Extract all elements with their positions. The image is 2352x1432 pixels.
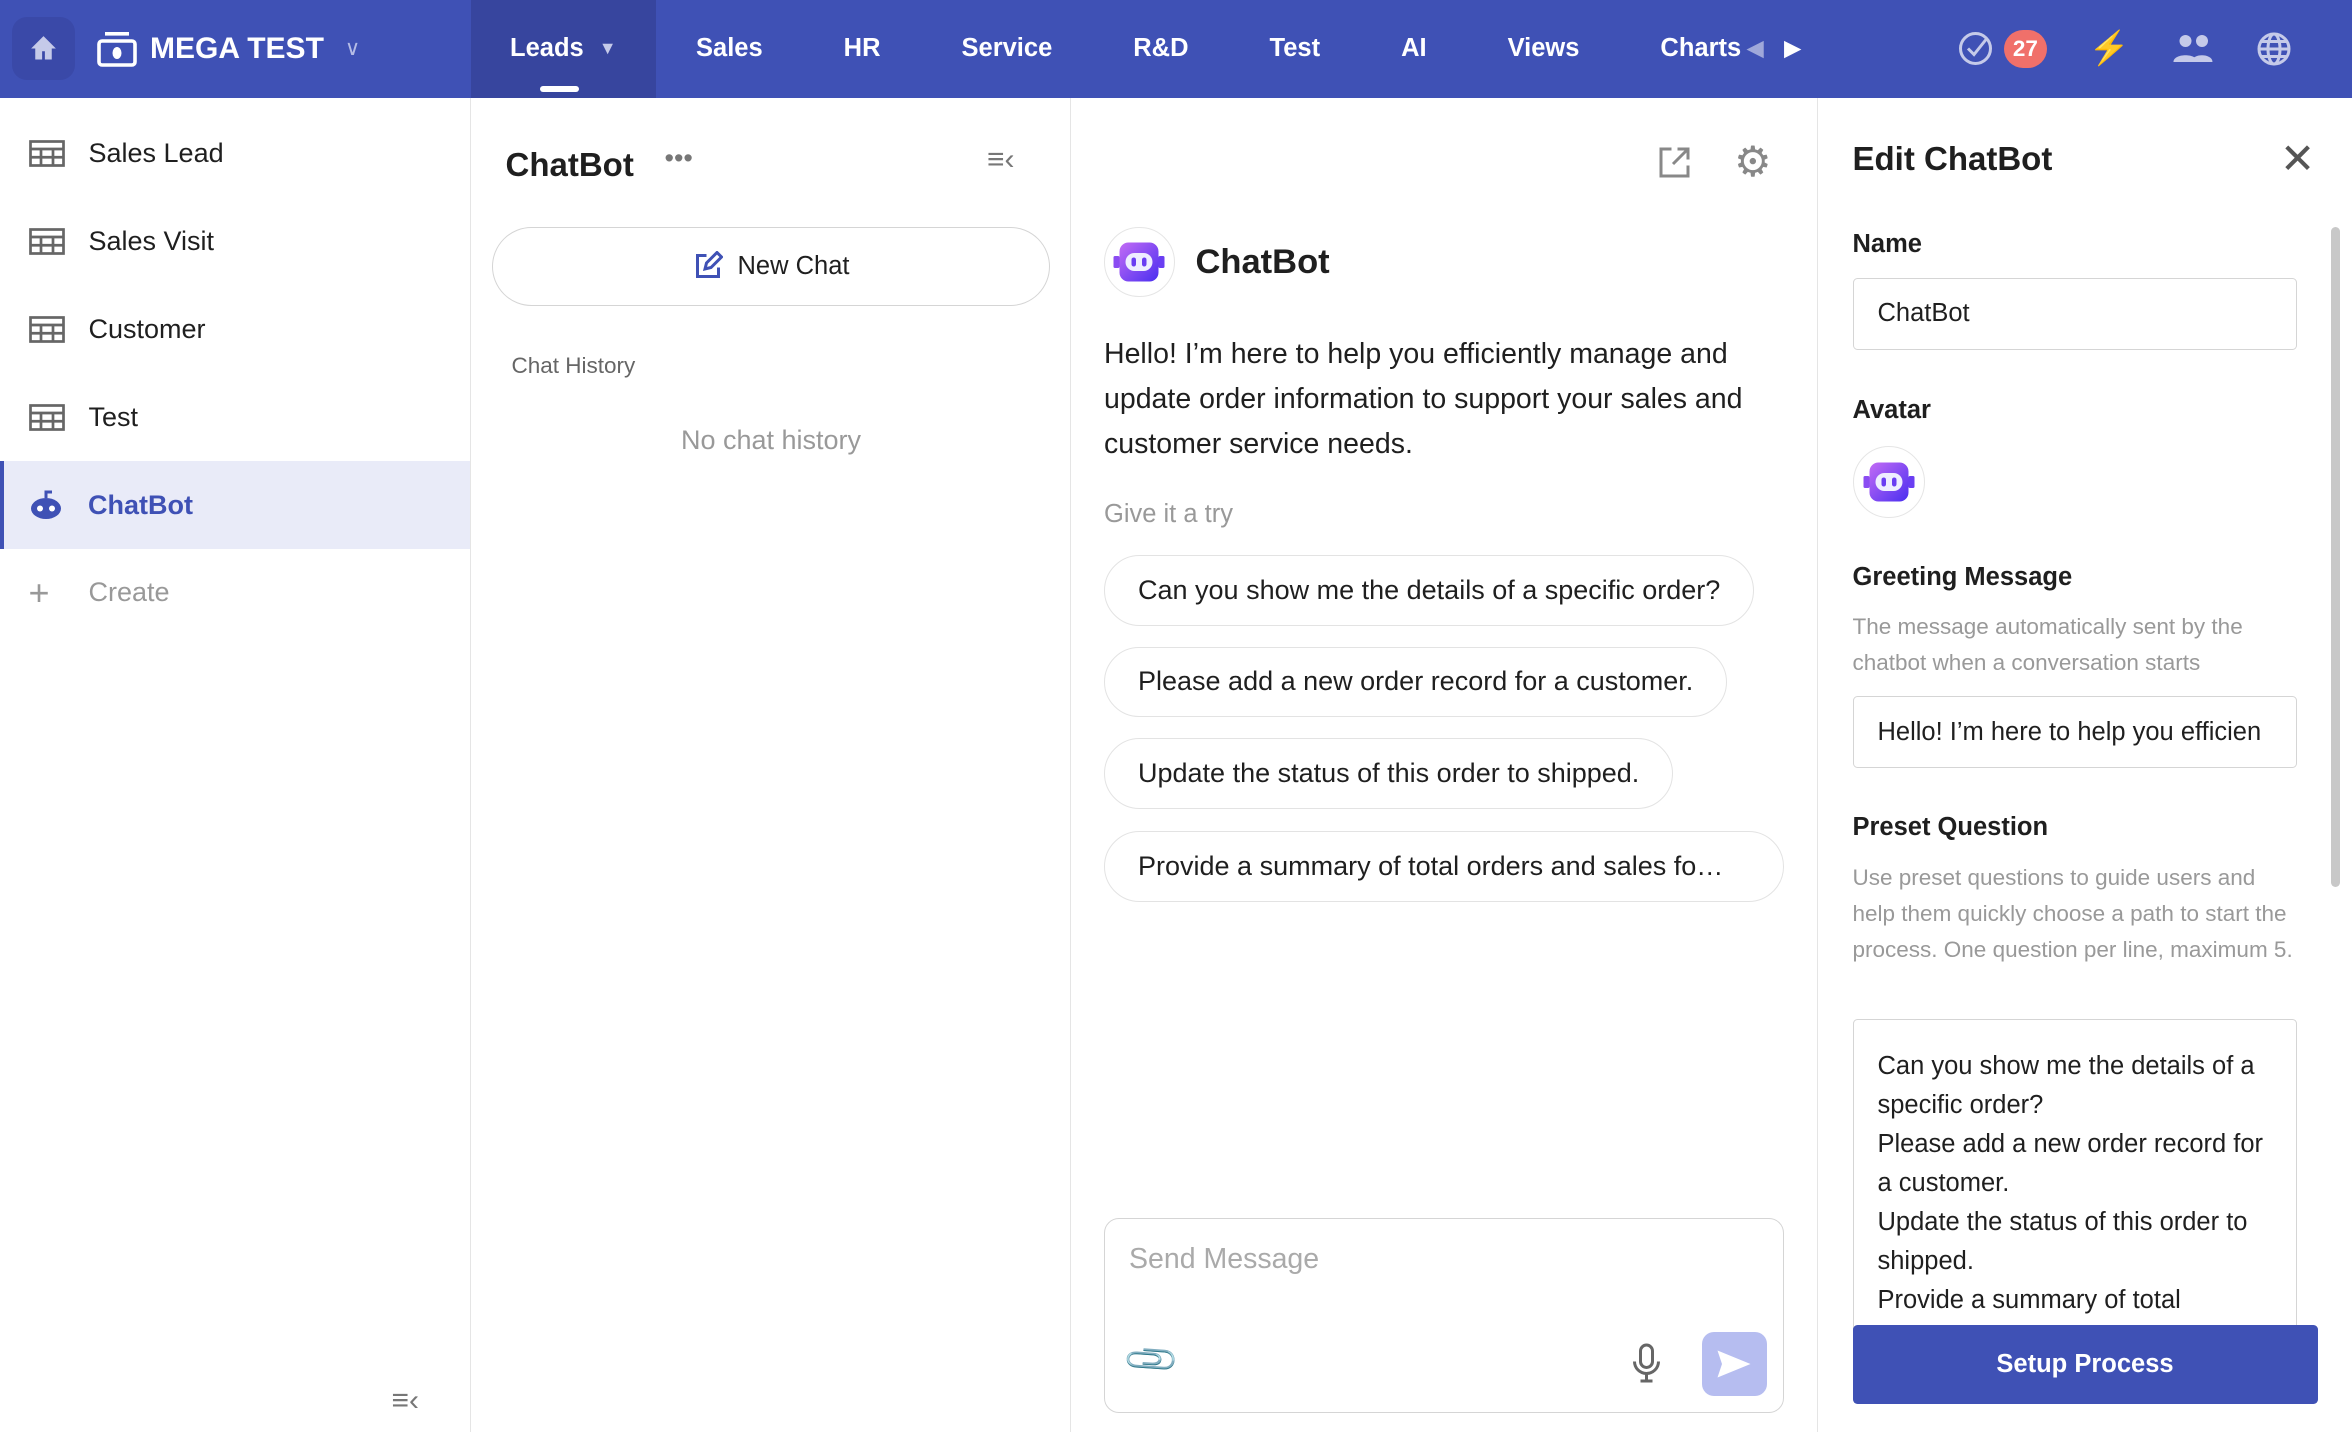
open-external-icon[interactable] (1658, 146, 1691, 179)
tab-label: Charts (1660, 34, 1742, 63)
greeting-field[interactable]: Hello! I’m here to help you efficien (1852, 696, 2297, 768)
chevron-down-icon: ∨ (344, 37, 361, 61)
table-icon (28, 140, 65, 167)
preset-question[interactable]: Please add a new order record for a cust… (1104, 646, 1728, 717)
sidebar-item-label: Sales Visit (88, 225, 215, 256)
panel-title: Edit ChatBot (1852, 139, 2053, 177)
tab-sales[interactable]: Sales (696, 34, 763, 63)
greeting-message: Hello! I’m here to help you efficiently … (1104, 337, 1743, 460)
preset-question[interactable]: Can you show me the details of a specifi… (1104, 555, 1755, 626)
tab-charts[interactable]: Charts ◀ ▶ (1620, 0, 1841, 98)
avatar-picker[interactable] (1852, 445, 1925, 518)
tab-label: Leads (510, 34, 584, 63)
tab-rd[interactable]: R&D (1133, 34, 1189, 63)
message-composer: Send Message 📎 (1104, 1218, 1784, 1413)
more-icon[interactable]: ••• (664, 142, 693, 173)
sidebar-item-label: Test (88, 401, 139, 432)
workspace-icon (97, 32, 137, 68)
send-button[interactable] (1702, 1331, 1767, 1396)
chat-history-panel: ChatBot ••• ≡‹ New Chat Chat History No … (473, 97, 1071, 1432)
tab-views[interactable]: Views (1507, 34, 1580, 63)
sidebar-item-customer[interactable]: Customer (0, 285, 470, 373)
sidebar-item-sales-lead[interactable]: Sales Lead (0, 110, 470, 198)
tab-leads[interactable]: Leads ▼ (471, 0, 656, 98)
preset-questions-textarea[interactable]: Can you show me the details of a specifi… (1852, 1018, 2297, 1334)
sidebar-item-chatbot[interactable]: ChatBot (0, 461, 470, 549)
scrollbar[interactable] (2331, 226, 2340, 887)
name-field[interactable]: ChatBot (1852, 277, 2297, 350)
name-label: Name (1852, 229, 1922, 258)
settings-gear-icon[interactable]: ⚙ (1734, 137, 1772, 185)
try-label: Give it a try (1104, 499, 1233, 528)
tab-ai[interactable]: AI (1401, 34, 1427, 63)
greeting-description: The message automatically sent by the ch… (1852, 614, 2243, 675)
sidebar: Sales Lead Sales Visit Customer Test Cha… (0, 97, 471, 1432)
preset-description: Use preset questions to guide users and … (1852, 864, 2293, 962)
table-icon (28, 315, 65, 343)
scroll-right-icon[interactable]: ▶ (1784, 37, 1801, 61)
members-icon[interactable] (2172, 32, 2214, 65)
tab-service[interactable]: Service (961, 34, 1053, 63)
attachment-icon[interactable]: 📎 (1120, 1329, 1182, 1390)
collapse-sidebar-icon[interactable]: ≡‹ (391, 1383, 420, 1417)
create-label: Create (88, 577, 170, 608)
preset-question[interactable]: Provide a summary of total orders and sa… (1104, 831, 1784, 902)
microphone-icon[interactable] (1630, 1342, 1663, 1384)
sidebar-item-test[interactable]: Test (0, 373, 470, 461)
empty-state: No chat history (680, 424, 862, 455)
home-button[interactable] (12, 17, 75, 81)
globe-icon[interactable] (2256, 31, 2292, 67)
send-icon (1717, 1350, 1751, 1378)
close-icon[interactable]: ✕ (2280, 134, 2316, 182)
table-icon (28, 227, 65, 255)
sidebar-create[interactable]: + Create (0, 549, 470, 637)
workspace-switcher[interactable]: MEGA TEST ∨ (96, 29, 471, 68)
tab-test[interactable]: Test (1269, 34, 1321, 63)
top-nav: MEGA TEST ∨ Leads ▼ Sales HR Service R&D … (0, 0, 2352, 98)
preset-label: Preset Question (1852, 813, 2049, 841)
plus-icon: + (28, 571, 50, 613)
table-icon (28, 403, 65, 431)
setup-process-button[interactable]: Setup Process (1852, 1324, 2318, 1404)
panel-title: ChatBot (505, 145, 634, 183)
tasks-check-icon[interactable] (1956, 29, 1995, 68)
section-label: Chat History (511, 352, 636, 378)
sidebar-item-sales-visit[interactable]: Sales Visit (0, 197, 470, 285)
new-chat-button[interactable]: New Chat (492, 226, 1050, 306)
edit-icon (695, 251, 723, 279)
sidebar-item-label: ChatBot (88, 489, 193, 520)
notification-badge[interactable]: 27 (2003, 29, 2047, 68)
avatar-label: Avatar (1852, 396, 1931, 424)
sidebar-item-label: Customer (88, 313, 206, 344)
scroll-left-icon[interactable]: ◀ (1747, 37, 1764, 61)
robot-icon (28, 489, 64, 522)
chat-panel: ⚙ ChatBot Hello! I’m here to help you ef… (1073, 97, 1818, 1432)
workspace-name: MEGA TEST (150, 31, 324, 65)
robot-icon (1113, 242, 1165, 282)
message-input[interactable]: Send Message (1129, 1243, 1320, 1275)
edit-chatbot-panel: Edit ChatBot ✕ Name ChatBot Avatar Greet… (1820, 98, 2352, 1432)
greeting-label: Greeting Message (1852, 562, 2073, 591)
caret-down-icon: ▼ (598, 38, 617, 59)
home-icon (31, 36, 56, 60)
bot-avatar (1104, 226, 1175, 297)
sidebar-item-label: Sales Lead (88, 137, 224, 168)
bot-name: ChatBot (1195, 243, 1330, 281)
new-chat-label: New Chat (737, 251, 850, 280)
ai-spark-icon[interactable]: ⚡ (2088, 29, 2130, 67)
robot-icon (1863, 462, 1914, 501)
collapse-panel-icon[interactable]: ≡‹ (987, 142, 1015, 176)
preset-question[interactable]: Update the status of this order to shipp… (1104, 738, 1674, 809)
tab-hr[interactable]: HR (843, 34, 881, 63)
